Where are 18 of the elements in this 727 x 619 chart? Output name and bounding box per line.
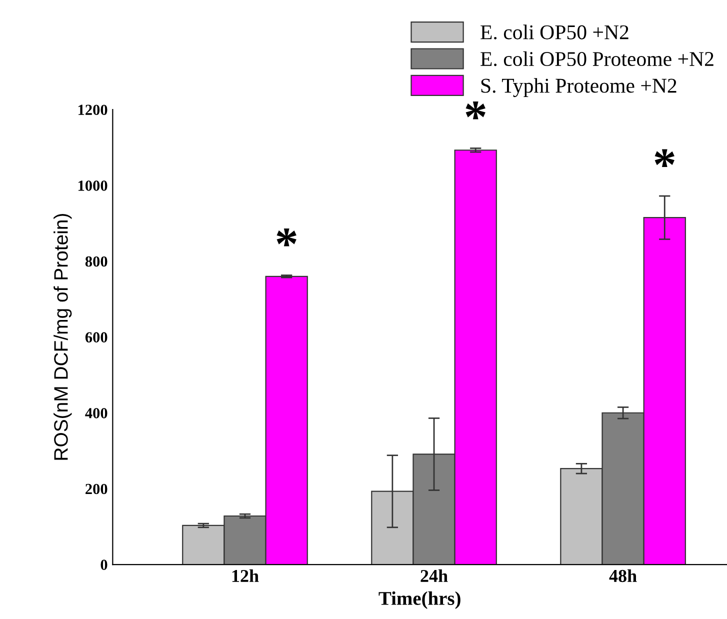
y-tick-label: 1000 <box>78 180 108 191</box>
x-tick-label: 24h <box>420 569 448 582</box>
annotation: * <box>276 228 296 246</box>
annotation: * <box>654 149 674 168</box>
legend-label: S. Typhi Proteome +N2 <box>481 78 676 98</box>
y-tick-label: 400 <box>85 408 108 418</box>
y-axis-title: ROS(nM DCF/mg of Protein) <box>54 214 72 460</box>
y-tick-label: 800 <box>85 256 108 267</box>
y-tick-label: 0 <box>100 560 108 570</box>
y-tick-label: 600 <box>85 332 108 342</box>
legend-label: E. coli OP50 +N2 <box>480 24 628 40</box>
y-tick-label: 1200 <box>78 104 108 116</box>
x-axis-title: Time(hrs) <box>378 591 460 609</box>
legend-label: E. coli OP50 Proteome +N2 <box>480 51 714 66</box>
x-tick-label: 12h <box>232 569 259 582</box>
x-tick-label: 48h <box>609 569 637 582</box>
y-tick-label: 200 <box>86 484 108 494</box>
annotation: * <box>466 101 486 120</box>
